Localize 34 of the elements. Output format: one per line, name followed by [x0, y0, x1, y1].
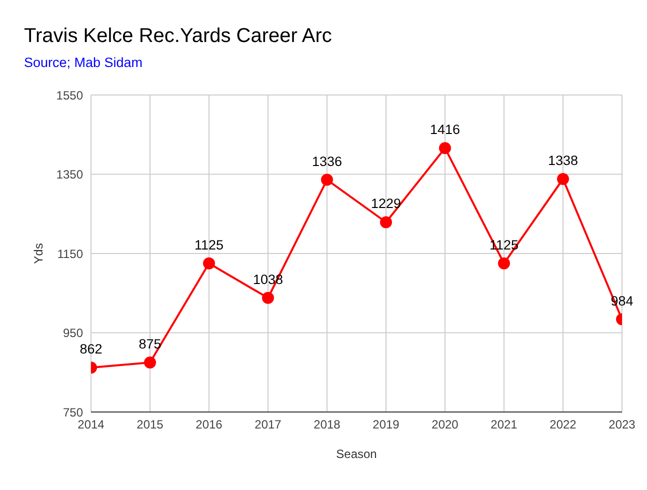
chart-subtitle: Source; Mab Sidam: [24, 55, 143, 70]
chart-title: Travis Kelce Rec.Yards Career Arc: [24, 25, 332, 48]
point: [380, 216, 392, 228]
data-label: 875: [138, 336, 162, 352]
point: [262, 292, 274, 304]
x-tick-label: 2016: [196, 418, 223, 432]
point: [557, 173, 569, 186]
x-tick-label: 2017: [254, 418, 282, 432]
point: [144, 356, 156, 368]
x-tick-label: 2022: [550, 418, 577, 432]
y-tick-label: 1150: [57, 246, 84, 261]
data-label: 1338: [548, 153, 578, 168]
x-tick-label: 2018: [314, 418, 341, 432]
x-tick-label: 2021: [490, 418, 518, 432]
x-tick-label: 2020: [432, 418, 459, 432]
y-tick-label: 1550: [56, 88, 84, 102]
data-label: 862: [80, 342, 102, 357]
y-axis-title: Yds: [31, 243, 46, 264]
data-label: 1229: [370, 196, 402, 212]
data-label: 1416: [430, 122, 460, 138]
x-tick-label: 2023: [608, 418, 636, 432]
point: [498, 257, 510, 270]
point: [203, 257, 215, 270]
y-tick-label: 750: [62, 405, 84, 420]
y-tick-label: 950: [62, 326, 84, 340]
y-tick-label: 1350: [56, 168, 84, 182]
data-label: 1125: [194, 237, 224, 252]
point: [321, 174, 333, 186]
x-tick-label: 2015: [136, 418, 164, 432]
data-label: 1336: [312, 154, 342, 169]
x-axis-title: Season: [336, 447, 377, 461]
point: [439, 142, 451, 154]
x-tick-label: 2019: [372, 418, 400, 432]
x-tick-label: 2014: [78, 418, 105, 432]
